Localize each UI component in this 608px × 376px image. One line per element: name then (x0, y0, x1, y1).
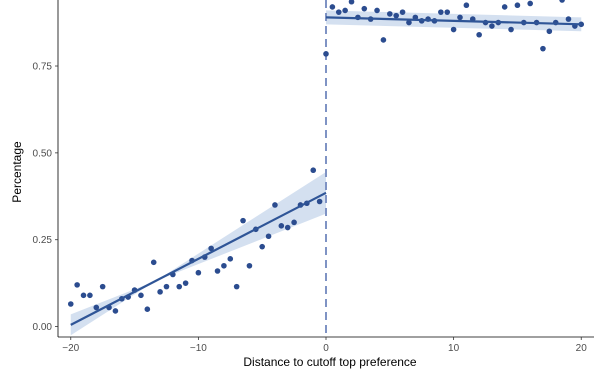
data-point-left (112, 308, 119, 314)
data-point-left (259, 243, 265, 250)
fit-line-left (70, 191, 327, 326)
data-point-left (87, 292, 93, 299)
data-point-left (144, 306, 151, 313)
data-point-right (361, 5, 368, 12)
data-point-left (74, 282, 80, 288)
data-point-right (329, 4, 336, 10)
data-point-left (278, 223, 285, 229)
axes: −20 −10 0 10 20 0.00 0.25 0.50 0.75 (33, 0, 594, 354)
data-point-left (265, 233, 272, 240)
data-point-right (457, 14, 463, 21)
ci-band-left (70, 171, 326, 336)
x-tick-label: 20 (576, 343, 588, 354)
data-point-right (406, 19, 412, 26)
data-point-right (380, 37, 387, 43)
data-point-left (291, 219, 297, 226)
data-point-right (342, 7, 348, 14)
data-point-right (546, 28, 553, 35)
data-point-left (93, 304, 100, 311)
data-point-right (374, 7, 380, 14)
y-tick-label: 0.50 (33, 148, 53, 159)
data-point-left (138, 292, 144, 299)
data-point-right (393, 12, 399, 19)
data-point-right (463, 2, 470, 9)
data-point-right (501, 4, 508, 10)
data-point-left (316, 198, 323, 205)
data-point-left (284, 224, 291, 231)
data-point-right (508, 26, 514, 33)
x-axis-title: Distance to cutoff top preference (243, 355, 417, 369)
data-point-left (195, 269, 202, 276)
data-point-left (221, 262, 227, 269)
x-tick-label: 10 (448, 343, 460, 354)
x-tick-label: −20 (62, 343, 79, 354)
data-point-right (540, 45, 546, 52)
fit-line-right (325, 16, 582, 26)
plot-area (67, 0, 585, 337)
data-point-left (323, 51, 329, 57)
data-point-left (310, 167, 317, 174)
data-point-left (99, 283, 106, 290)
y-tick-label: 0.75 (33, 62, 53, 73)
x-tick-label: 0 (323, 343, 329, 354)
data-point-left (272, 202, 278, 208)
data-point-left (150, 259, 157, 266)
data-point-left (233, 283, 240, 290)
y-axis-title: Percentage (10, 141, 24, 203)
data-point-left (67, 301, 74, 307)
data-point-right (438, 9, 444, 15)
data-point-right (444, 9, 451, 15)
data-point-right (514, 2, 521, 9)
data-point-left (214, 268, 221, 274)
data-point-left (182, 280, 189, 286)
data-point-right (450, 26, 457, 33)
data-point-left (176, 283, 183, 290)
x-tick-label: −10 (190, 343, 207, 354)
data-point-right (335, 9, 342, 15)
data-point-right (476, 31, 482, 38)
y-tick-label: 0.25 (33, 235, 53, 246)
data-point-left (240, 217, 246, 224)
data-point-right (387, 11, 393, 17)
data-point-left (157, 289, 163, 295)
data-point-left (208, 245, 214, 252)
data-point-right (399, 9, 406, 15)
data-point-right (527, 0, 533, 7)
data-point-left (227, 256, 234, 262)
data-point-left (163, 283, 170, 290)
y-tick-label: 0.00 (33, 322, 53, 333)
data-point-right (348, 0, 355, 5)
data-point-right (559, 0, 565, 3)
data-point-left (246, 262, 253, 269)
data-point-right (489, 23, 495, 29)
data-point-left (80, 292, 87, 299)
data-point-right (565, 16, 572, 22)
